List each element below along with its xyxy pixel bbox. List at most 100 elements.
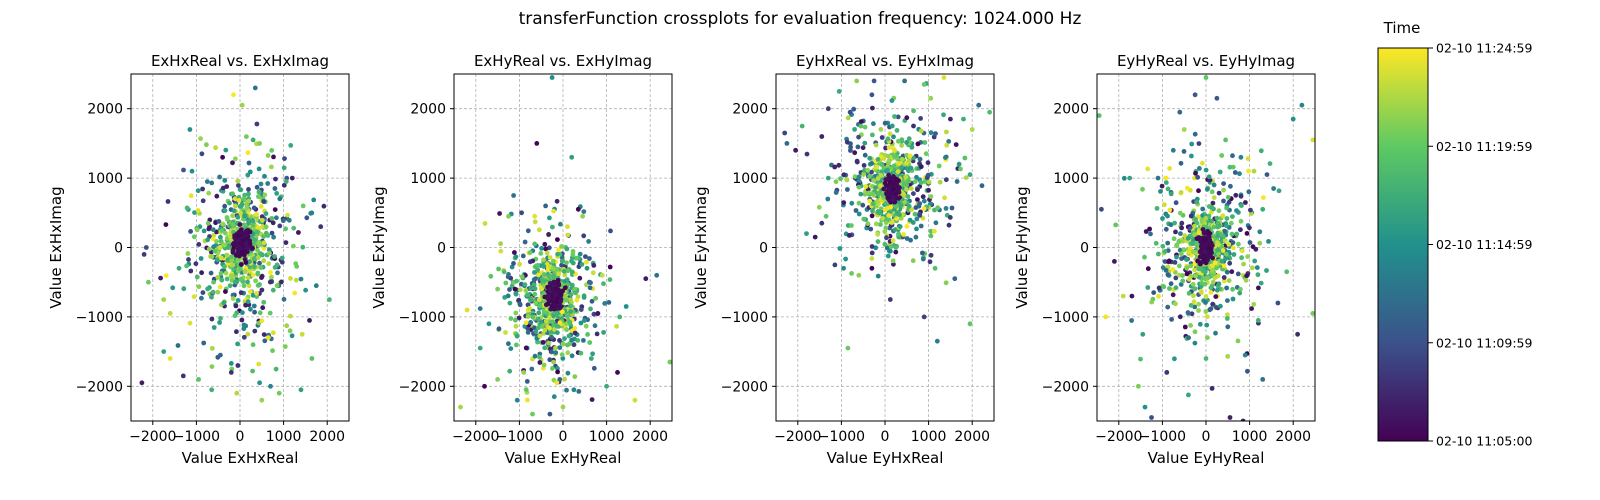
scatter-point bbox=[1221, 198, 1226, 204]
scatter-point bbox=[236, 238, 242, 244]
scatter-point bbox=[251, 303, 257, 309]
scatter-point bbox=[936, 163, 942, 169]
scatter-point bbox=[590, 351, 595, 357]
scatter-point bbox=[550, 265, 556, 271]
y-tick-label: −1000 bbox=[76, 310, 123, 326]
scatter-point bbox=[1213, 294, 1219, 299]
scatter-point bbox=[559, 244, 564, 249]
scatter-point bbox=[223, 230, 228, 236]
scatter-point bbox=[259, 275, 264, 280]
scatter-point bbox=[507, 368, 513, 374]
scatter-point bbox=[920, 250, 925, 256]
scatter-point bbox=[554, 299, 560, 305]
scatter-point bbox=[477, 345, 483, 351]
scatter-point bbox=[543, 318, 549, 324]
scatter-point bbox=[1299, 102, 1305, 108]
scatter-point bbox=[1196, 230, 1202, 236]
scatter-point bbox=[263, 211, 269, 217]
scatter-point bbox=[860, 145, 866, 151]
scatter-point bbox=[1163, 226, 1169, 232]
scatter-point bbox=[856, 272, 862, 278]
scatter-point bbox=[885, 253, 891, 259]
scatter-point bbox=[875, 176, 881, 182]
colorbar-ticks: 02-10 11:24:59 02-10 11:19:59 02-10 11:14:… bbox=[1428, 41, 1532, 449]
scatter-point bbox=[1217, 169, 1223, 175]
scatter-point bbox=[869, 265, 875, 271]
scatter-point bbox=[1154, 206, 1160, 211]
scatter-point bbox=[903, 174, 909, 180]
scatter-point bbox=[887, 158, 892, 163]
scatter-point bbox=[498, 248, 504, 254]
scatter-point bbox=[979, 183, 985, 189]
scatter-point bbox=[282, 344, 288, 349]
scatter-point bbox=[215, 257, 220, 262]
scatter-point bbox=[255, 248, 260, 253]
scatter-point bbox=[881, 186, 887, 192]
scatter-point bbox=[571, 387, 577, 393]
scatter-point bbox=[246, 218, 252, 224]
scatter-point bbox=[865, 221, 871, 227]
scatter-point bbox=[261, 332, 267, 337]
scatter-point bbox=[912, 211, 918, 217]
scatter-point bbox=[873, 245, 879, 251]
scatter-point bbox=[918, 116, 923, 121]
scatter-point bbox=[1239, 203, 1244, 209]
scatter-point bbox=[1226, 199, 1232, 205]
scatter-point bbox=[879, 135, 885, 140]
scatter-point bbox=[562, 376, 567, 382]
scatter-point bbox=[862, 140, 868, 146]
scatter-point bbox=[915, 141, 921, 147]
scatter-points bbox=[139, 85, 332, 403]
scatter-point bbox=[1195, 258, 1200, 264]
x-tick-label: 2000 bbox=[309, 429, 345, 445]
scatter-point bbox=[265, 181, 271, 186]
scatter-point bbox=[1238, 286, 1243, 292]
scatter-point bbox=[565, 282, 571, 287]
scatter-point bbox=[240, 243, 246, 249]
scatter-point bbox=[587, 285, 593, 291]
scatter-point bbox=[244, 201, 249, 207]
scatter-point bbox=[227, 283, 233, 289]
scatter-point bbox=[858, 119, 864, 124]
scatter-point bbox=[528, 296, 534, 302]
scatter-point bbox=[894, 127, 900, 133]
scatter-point bbox=[1224, 205, 1229, 211]
scatter-point bbox=[908, 165, 914, 171]
scatter-point bbox=[581, 233, 587, 239]
scatter-point bbox=[1103, 314, 1109, 320]
scatter-point bbox=[942, 195, 947, 201]
panel-title: ExHxReal vs. ExHxImag bbox=[151, 52, 329, 70]
scatter-point bbox=[946, 222, 952, 228]
scatter-point bbox=[1203, 300, 1208, 305]
scatter-panel-1: −2000−1000 0 1000 2000−2000−1000010002000Ex… bbox=[47, 52, 350, 467]
scatter-point bbox=[1240, 418, 1246, 421]
scatter-point bbox=[1207, 231, 1213, 236]
scatter-point bbox=[882, 241, 888, 247]
scatter-point bbox=[281, 182, 287, 188]
scatter-point bbox=[309, 210, 315, 216]
scatter-point bbox=[251, 237, 257, 243]
scatter-point bbox=[557, 345, 563, 350]
scatter-point bbox=[532, 286, 538, 292]
scatter-point bbox=[260, 217, 265, 223]
scatter-point bbox=[488, 273, 494, 279]
scatter-point bbox=[184, 205, 190, 211]
scatter-point bbox=[1192, 131, 1198, 137]
scatter-point bbox=[506, 341, 511, 347]
scatter-point bbox=[1216, 208, 1222, 214]
scatter-point bbox=[1149, 299, 1155, 305]
scatter-point bbox=[1230, 214, 1235, 220]
scatter-point bbox=[562, 293, 568, 298]
scatter-point bbox=[1284, 269, 1290, 275]
scatter-point bbox=[1228, 183, 1233, 189]
scatter-point bbox=[231, 208, 237, 214]
scatter-point bbox=[564, 387, 569, 393]
scatter-point bbox=[254, 290, 259, 296]
scatter-point bbox=[565, 342, 570, 348]
scatter-point bbox=[933, 131, 938, 137]
scatter-point bbox=[1190, 241, 1195, 247]
scatter-point bbox=[542, 345, 548, 351]
scatter-point bbox=[879, 162, 884, 167]
scatter-point bbox=[854, 78, 860, 84]
scatter-point bbox=[591, 263, 597, 268]
